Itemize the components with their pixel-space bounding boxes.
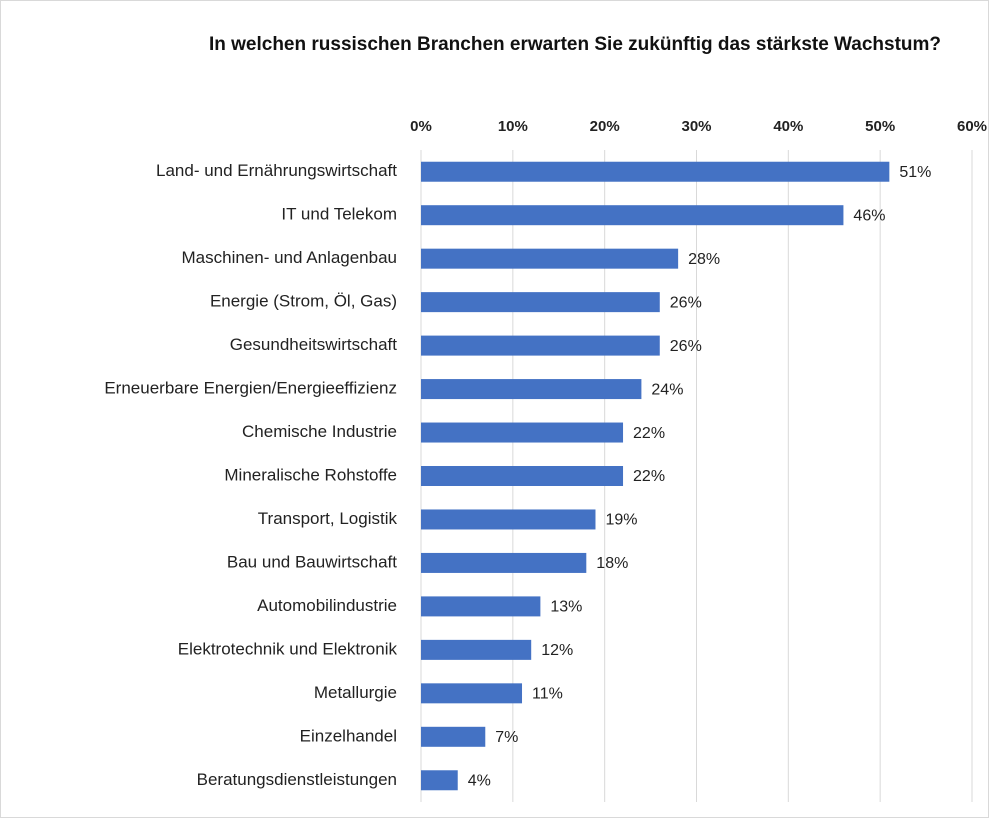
bar xyxy=(421,466,624,486)
y-tick-label: Land- und Ernährungswirtschaft xyxy=(156,161,397,180)
y-tick-label: IT und Telekom xyxy=(281,205,397,224)
x-tick-label: 30% xyxy=(681,118,711,135)
data-label: 4% xyxy=(468,772,491,789)
bar xyxy=(421,379,642,400)
data-label: 13% xyxy=(550,599,582,616)
bar xyxy=(421,683,523,704)
data-label: 24% xyxy=(651,381,683,398)
data-label: 26% xyxy=(670,338,702,355)
y-tick-label: Energie (Strom, Öl, Gas) xyxy=(210,292,397,311)
data-label: 51% xyxy=(899,164,931,181)
x-tick-label: 0% xyxy=(410,118,432,135)
bar xyxy=(421,552,587,573)
y-tick-label: Elektrotechnik und Elektronik xyxy=(178,639,398,658)
bar xyxy=(421,248,679,269)
y-tick-label: Beratungsdienstleistungen xyxy=(197,770,397,789)
bar xyxy=(421,726,486,747)
y-tick-label: Metallurgie xyxy=(314,683,397,702)
bar xyxy=(421,422,624,443)
data-label: 46% xyxy=(853,207,885,224)
y-tick-label: Automobilindustrie xyxy=(257,596,397,615)
data-label: 11% xyxy=(532,686,563,703)
bar xyxy=(421,596,541,617)
x-tick-label: 60% xyxy=(957,118,987,135)
data-label: 22% xyxy=(633,425,665,442)
x-tick-label: 20% xyxy=(590,118,620,135)
bar xyxy=(421,639,532,660)
data-label: 19% xyxy=(605,512,637,529)
chart-title: In welchen russischen Branchen erwarten … xyxy=(208,34,942,55)
data-label: 7% xyxy=(495,729,518,746)
bar xyxy=(421,161,890,182)
data-label: 26% xyxy=(670,294,702,311)
bar xyxy=(421,770,458,791)
x-tick-label: 40% xyxy=(773,118,803,135)
y-tick-label: Mineralische Rohstoffe xyxy=(224,465,397,484)
y-tick-label: Transport, Logistik xyxy=(258,509,398,528)
bar xyxy=(421,292,660,313)
y-tick-label: Erneuerbare Energien/Energieeffizienz xyxy=(104,379,397,398)
bar xyxy=(421,335,660,356)
bar xyxy=(421,205,844,226)
data-label: 18% xyxy=(596,555,628,572)
x-tick-label: 50% xyxy=(865,118,895,135)
y-tick-label: Chemische Industrie xyxy=(242,422,397,441)
data-label: 28% xyxy=(688,251,720,268)
data-label: 12% xyxy=(541,642,573,659)
y-tick-label: Gesundheitswirtschaft xyxy=(230,335,398,354)
y-tick-label: Bau und Bauwirtschaft xyxy=(227,552,397,571)
y-tick-label: Maschinen- und Anlagenbau xyxy=(182,248,398,267)
y-tick-label: Einzelhandel xyxy=(300,726,397,745)
x-tick-label: 10% xyxy=(498,118,528,135)
data-label: 22% xyxy=(633,468,665,485)
bar xyxy=(421,509,596,530)
